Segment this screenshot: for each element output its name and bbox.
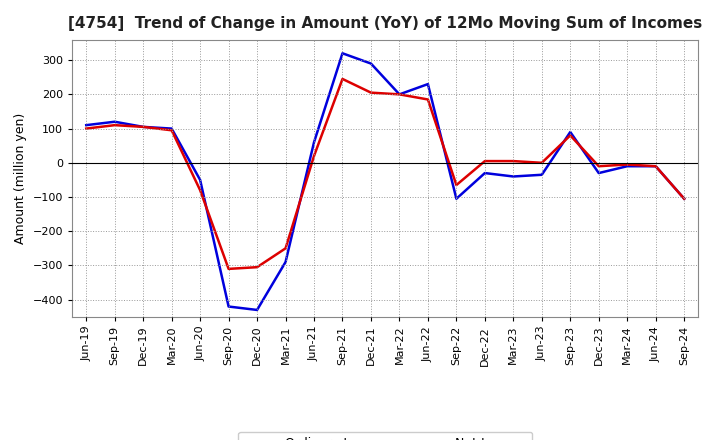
Ordinary Income (480, 170, 489, 176)
Net Income (509, 158, 518, 164)
Ordinary Income (537, 172, 546, 177)
Net Income (253, 264, 261, 270)
Ordinary Income (423, 81, 432, 87)
Net Income (680, 196, 688, 202)
Ordinary Income (282, 260, 290, 265)
Ordinary Income (452, 196, 461, 202)
Ordinary Income (196, 177, 204, 183)
Ordinary Income (509, 174, 518, 179)
Net Income (139, 124, 148, 129)
Net Income (595, 164, 603, 169)
Ordinary Income (366, 61, 375, 66)
Net Income (480, 158, 489, 164)
Ordinary Income (139, 124, 148, 129)
Ordinary Income (253, 307, 261, 312)
Ordinary Income (566, 129, 575, 135)
Net Income (423, 97, 432, 102)
Ordinary Income (110, 119, 119, 125)
Net Income (395, 92, 404, 97)
Ordinary Income (595, 170, 603, 176)
Net Income (110, 122, 119, 128)
Ordinary Income (310, 139, 318, 145)
Ordinary Income (652, 164, 660, 169)
Net Income (82, 126, 91, 131)
Net Income (652, 164, 660, 169)
Ordinary Income (338, 51, 347, 56)
Net Income (623, 162, 631, 167)
Line: Ordinary Income: Ordinary Income (86, 53, 684, 310)
Title: [4754]  Trend of Change in Amount (YoY) of 12Mo Moving Sum of Incomes: [4754] Trend of Change in Amount (YoY) o… (68, 16, 702, 32)
Net Income (196, 187, 204, 193)
Net Income (167, 128, 176, 133)
Ordinary Income (680, 196, 688, 202)
Y-axis label: Amount (million yen): Amount (million yen) (14, 113, 27, 244)
Net Income (537, 160, 546, 165)
Net Income (225, 266, 233, 271)
Net Income (282, 246, 290, 251)
Legend: Ordinary Income, Net Income: Ordinary Income, Net Income (238, 432, 532, 440)
Line: Net Income: Net Income (86, 79, 684, 269)
Ordinary Income (82, 122, 91, 128)
Ordinary Income (225, 304, 233, 309)
Ordinary Income (623, 164, 631, 169)
Ordinary Income (395, 92, 404, 97)
Ordinary Income (167, 126, 176, 131)
Net Income (452, 183, 461, 188)
Net Income (338, 76, 347, 81)
Net Income (310, 153, 318, 158)
Net Income (566, 133, 575, 138)
Net Income (366, 90, 375, 95)
